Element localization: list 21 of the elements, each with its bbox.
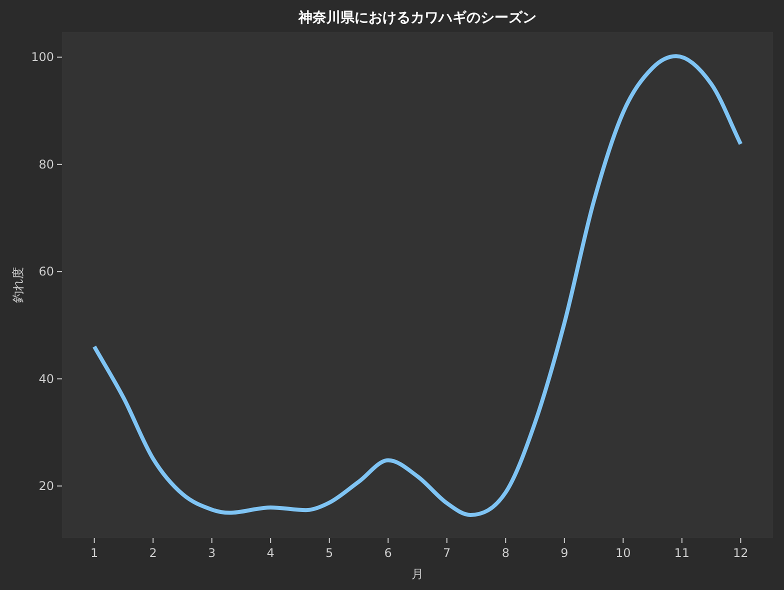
y-tick-label: 100 xyxy=(31,50,54,64)
x-tick-label: 7 xyxy=(443,546,451,560)
x-axis-title: 月 xyxy=(412,567,424,581)
x-tick-label: 12 xyxy=(733,546,748,560)
x-tick-label: 4 xyxy=(266,546,274,560)
x-tick-label: 10 xyxy=(616,546,631,560)
x-tick-label: 3 xyxy=(208,546,216,560)
x-tick-label: 1 xyxy=(90,546,98,560)
line-series xyxy=(92,54,743,517)
y-tick-label: 60 xyxy=(38,264,54,279)
x-tick-label: 11 xyxy=(674,546,690,560)
x-tick-label: 9 xyxy=(560,546,568,560)
y-axis-title: 釣れ度 xyxy=(11,267,25,303)
chart-title: 神奈川県におけるカワハギのシーズン xyxy=(298,9,536,26)
x-tick-label: 8 xyxy=(502,546,510,560)
x-tick-label: 2 xyxy=(149,546,157,560)
y-tick-label: 20 xyxy=(38,479,54,494)
y-tick-label: 80 xyxy=(38,157,54,172)
y-tick-label: 40 xyxy=(38,372,54,386)
x-tick-label: 6 xyxy=(384,546,392,560)
x-tick-label: 5 xyxy=(326,546,334,560)
